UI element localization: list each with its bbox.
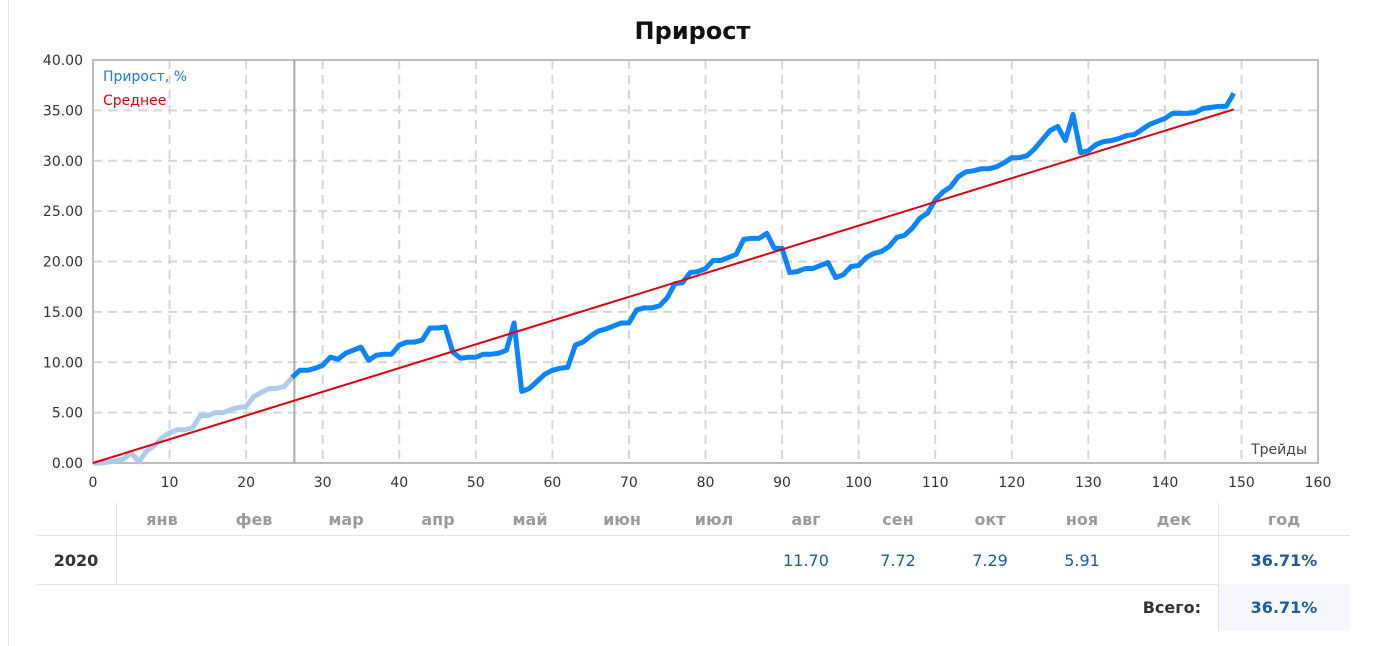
year-total-header: год (1267, 509, 1301, 529)
month-value-0 (116, 536, 208, 584)
x-axis-ticks: 0 10 20 30 40 50 60 70 80 90 100 110 120 130 140 150 160 (89, 475, 1332, 491)
year-label: 2020 (53, 550, 99, 570)
chart-title: Прирост (634, 17, 751, 45)
x-tick-label: 60 (543, 475, 561, 491)
month-header-3: апр (421, 509, 455, 529)
month-header-7: авг (791, 509, 821, 529)
x-tick-label: 110 (922, 475, 949, 491)
month-value-4 (484, 536, 576, 584)
y-axis-ticks: 0.00 5.00 10.00 15.00 20.00 25.00 30.00 35.00 40… (43, 53, 83, 472)
total-label: Всего: (1142, 598, 1201, 617)
legend-series: Прирост, % (103, 69, 187, 85)
month-value-7: 11.70 (783, 550, 829, 570)
x-tick-label: 20 (237, 475, 255, 491)
month-value-1 (208, 536, 300, 584)
x-tick-label: 120 (998, 475, 1025, 491)
month-header-0: янв (146, 509, 178, 529)
month-value-8: 7.72 (880, 550, 916, 570)
y-tick-label: 20.00 (43, 255, 83, 271)
month-header-9: окт (974, 509, 1006, 529)
column-divider (1218, 503, 1219, 631)
x-tick-label: 100 (845, 475, 872, 491)
month-header-10: ноя (1065, 509, 1099, 529)
x-tick-label: 10 (161, 475, 179, 491)
x-tick-label: 70 (620, 475, 638, 491)
x-tick-label: 40 (390, 475, 408, 491)
y-tick-label: 0.00 (52, 456, 83, 472)
y-tick-label: 30.00 (43, 154, 83, 170)
month-header-11: дек (1156, 509, 1192, 529)
growth-line (290, 91, 1236, 394)
month-value-10: 5.91 (1064, 550, 1100, 570)
legend-average: Среднее (103, 93, 166, 109)
month-value-3 (392, 536, 484, 584)
month-header-1: фев (235, 509, 273, 529)
month-header-4: май (512, 509, 548, 529)
x-tick-label: 130 (1075, 475, 1102, 491)
y-tick-label: 15.00 (43, 305, 83, 321)
x-tick-label: 140 (1152, 475, 1179, 491)
y-tick-label: 5.00 (52, 406, 83, 422)
x-tick-label: 90 (773, 475, 791, 491)
x-axis-label: Трейды (1250, 442, 1307, 458)
growth-line-history (93, 375, 294, 466)
chart-grid (93, 60, 1318, 463)
x-tick-label: 150 (1228, 475, 1255, 491)
total-value: 36.71% (1218, 584, 1350, 631)
x-tick-label: 30 (314, 475, 332, 491)
y-tick-label: 10.00 (43, 355, 83, 371)
total-row: Всего: 36.71% (36, 584, 1350, 631)
month-header-8: сен (882, 509, 914, 529)
month-value-9: 7.29 (972, 550, 1008, 570)
y-tick-label: 40.00 (43, 53, 83, 69)
month-value-5 (576, 536, 668, 584)
y-tick-label: 35.00 (43, 103, 83, 119)
table-header-row: янв фев мар апр май июн июл авг сен окт ноя дек год (36, 503, 1350, 535)
month-value-11 (1128, 536, 1220, 584)
growth-chart: 0.00 5.00 10.00 15.00 20.00 25.00 30.00 35.00 40… (43, 53, 1332, 491)
year-total-value: 36.71% (1250, 550, 1318, 570)
month-value-6 (668, 536, 760, 584)
x-tick-label: 160 (1305, 475, 1332, 491)
column-divider (116, 503, 117, 583)
table-row: 2020 11.70 7.72 7.29 5.91 36.71% (36, 535, 1350, 585)
x-tick-label: 50 (467, 475, 485, 491)
average-line (92, 108, 1235, 464)
x-tick-label: 80 (697, 475, 715, 491)
y-tick-label: 25.00 (43, 204, 83, 220)
month-header-6: июл (694, 509, 734, 529)
panel-left-border (8, 0, 9, 646)
x-tick-label: 0 (89, 475, 98, 491)
month-value-2 (300, 536, 392, 584)
plot-frame (92, 59, 1319, 464)
month-header-2: мар (328, 509, 364, 529)
month-header-5: июн (603, 509, 641, 529)
